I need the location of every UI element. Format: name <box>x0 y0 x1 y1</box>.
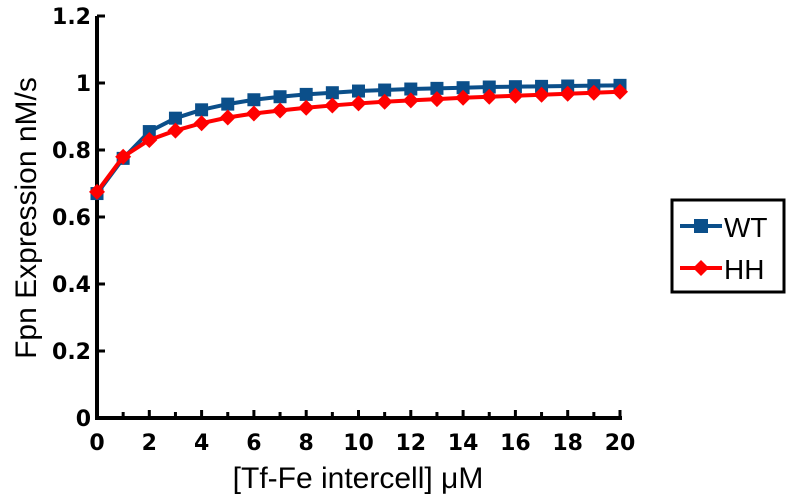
data-point-hh <box>455 89 472 106</box>
data-point-wt <box>168 111 182 125</box>
data-point-wt <box>404 82 418 96</box>
data-point-wt <box>378 83 392 97</box>
data-point-wt <box>273 90 287 104</box>
data-point-hh <box>89 183 105 200</box>
y-axis-label: Fpn Expression nM/s <box>10 77 43 359</box>
data-point-hh <box>298 99 315 116</box>
x-tick-label: 2 <box>142 431 157 456</box>
data-point-hh <box>167 122 184 139</box>
data-point-wt <box>430 81 444 95</box>
data-point-hh <box>428 91 445 108</box>
data-point-hh <box>585 84 602 101</box>
x-tick-label: 8 <box>299 431 314 456</box>
y-tick-label: 0.6 <box>52 206 91 231</box>
y-tick-label: 1.2 <box>52 5 91 30</box>
x-tick-label: 10 <box>343 431 374 456</box>
axes <box>95 16 622 420</box>
data-point-hh <box>219 109 236 126</box>
x-tick-label: 4 <box>194 431 209 456</box>
series-layer <box>89 78 628 201</box>
data-point-hh <box>245 105 262 122</box>
data-point-hh <box>376 93 393 110</box>
x-tick-label: 14 <box>448 431 479 456</box>
data-point-hh <box>272 102 289 119</box>
data-point-wt <box>247 93 261 107</box>
data-point-wt <box>325 86 339 100</box>
x-tick-label: 20 <box>605 431 636 456</box>
data-point-hh <box>350 95 367 112</box>
legend-label-wt: WT <box>724 212 768 243</box>
data-point-hh <box>612 83 628 100</box>
data-point-hh <box>559 85 576 102</box>
legend: WT HH <box>670 198 786 294</box>
x-tick-label: 6 <box>246 431 261 456</box>
data-point-wt <box>221 97 235 111</box>
y-tick-label: 1 <box>76 72 91 97</box>
data-point-hh <box>533 86 550 103</box>
y-tick-label: 0.4 <box>52 273 91 298</box>
y-tick-label: 0.8 <box>52 139 91 164</box>
data-point-wt <box>142 125 156 139</box>
data-point-hh <box>481 88 498 105</box>
x-tick-label: 12 <box>395 431 426 456</box>
legend-marker-hh <box>693 260 709 276</box>
ticks: 0 2 4 6 8 10 12 14 16 18 20 0 0.2 0.4 0.6 0.8 1 1.2 <box>52 5 635 456</box>
data-point-wt <box>456 81 470 95</box>
y-tick-label: 0 <box>76 407 91 432</box>
data-point-wt <box>535 79 549 93</box>
data-point-hh <box>115 148 132 165</box>
data-point-hh <box>141 131 158 148</box>
x-axis-label: [Tf-Fe intercell] μM <box>233 462 484 495</box>
data-point-wt <box>508 80 522 94</box>
data-point-hh <box>324 97 341 114</box>
data-point-hh <box>507 87 524 104</box>
legend-marker-wt <box>694 219 708 233</box>
y-tick-label: 0.2 <box>52 340 91 365</box>
data-point-hh <box>402 92 419 109</box>
data-point-wt <box>352 84 365 98</box>
x-tick-label: 0 <box>89 431 104 456</box>
legend-box <box>670 198 786 294</box>
data-point-wt <box>482 80 496 94</box>
x-tick-label: 16 <box>500 431 531 456</box>
legend-label-hh: HH <box>724 254 764 285</box>
data-point-hh <box>193 115 210 132</box>
data-point-wt <box>299 87 313 101</box>
data-point-wt <box>195 103 209 117</box>
x-tick-label: 18 <box>552 431 583 456</box>
